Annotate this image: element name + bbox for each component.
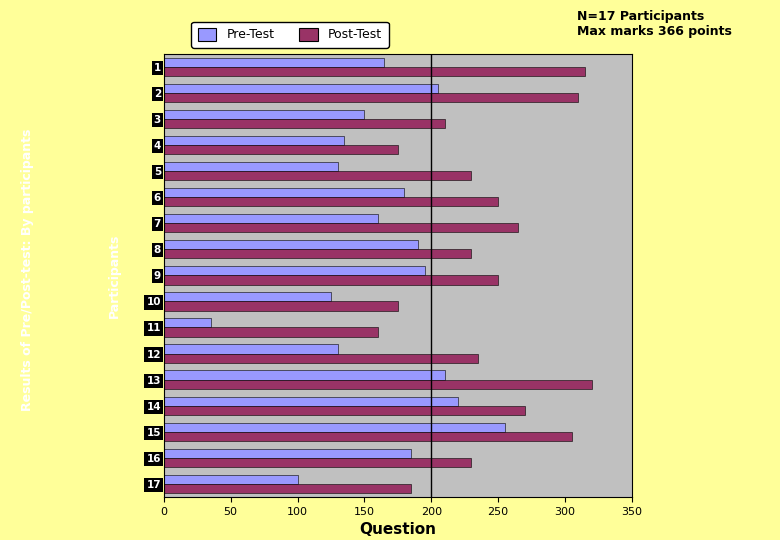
Bar: [164, 84, 438, 93]
X-axis label: Question: Question: [360, 522, 436, 537]
Bar: [164, 93, 578, 102]
Bar: [164, 214, 378, 224]
Bar: [164, 58, 385, 67]
Bar: [164, 266, 424, 275]
Bar: [164, 240, 418, 249]
Bar: [164, 327, 378, 336]
Bar: [164, 171, 471, 180]
Bar: [164, 110, 364, 119]
Bar: [164, 345, 338, 354]
Legend: Pre-Test, Post-Test: Pre-Test, Post-Test: [191, 22, 388, 48]
Bar: [164, 370, 445, 380]
Bar: [164, 275, 498, 285]
Bar: [164, 224, 518, 232]
Bar: [164, 136, 344, 145]
Bar: [164, 396, 458, 406]
Bar: [164, 301, 398, 310]
Bar: [164, 319, 211, 327]
Bar: [164, 354, 478, 363]
Bar: [164, 197, 498, 206]
Bar: [164, 458, 471, 467]
Bar: [164, 249, 471, 259]
Bar: [164, 484, 411, 493]
Bar: [164, 475, 297, 484]
Bar: [164, 423, 505, 431]
Bar: [164, 406, 525, 415]
Bar: [164, 162, 338, 171]
Bar: [164, 188, 405, 197]
Bar: [164, 380, 592, 389]
Text: Results of Pre/Post-test: By participants: Results of Pre/Post-test: By participant…: [21, 129, 34, 411]
Text: N=17 Participants
Max marks 366 points: N=17 Participants Max marks 366 points: [577, 10, 732, 38]
Bar: [164, 431, 572, 441]
Bar: [164, 145, 398, 154]
Text: Participants: Participants: [108, 233, 121, 318]
Bar: [164, 67, 585, 76]
Bar: [164, 292, 331, 301]
Bar: [164, 449, 411, 458]
Bar: [164, 119, 445, 128]
